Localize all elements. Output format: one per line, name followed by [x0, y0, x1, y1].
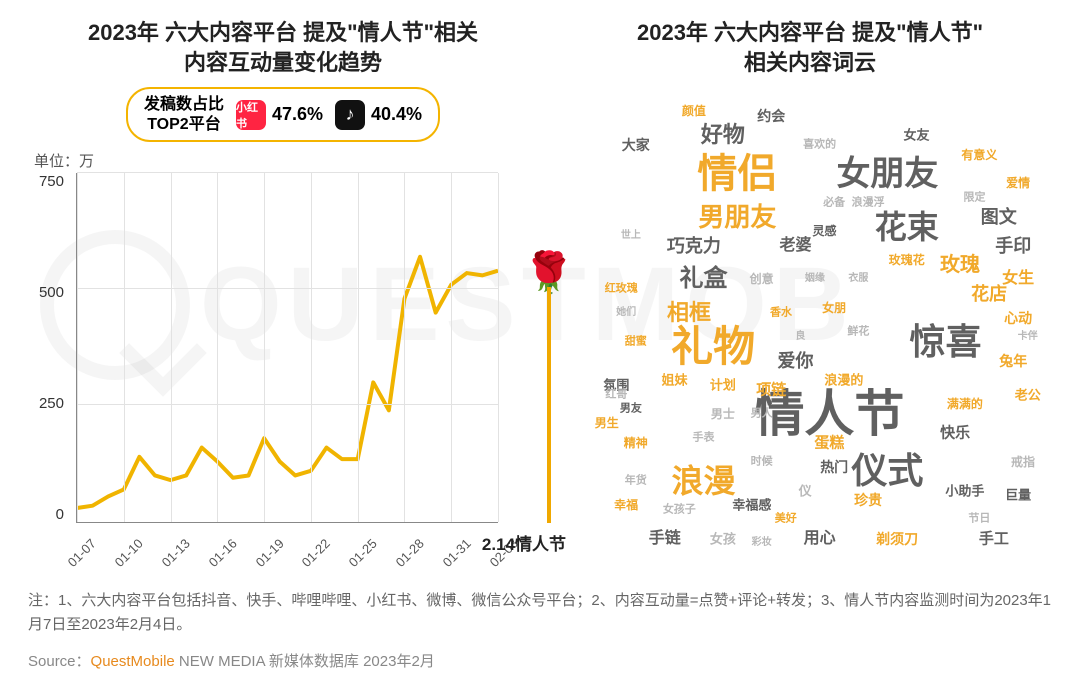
word: 约会: [757, 109, 785, 123]
word: 男人: [751, 408, 773, 419]
word: 好物: [701, 124, 745, 146]
word: 颜值: [682, 105, 706, 117]
word: 良: [795, 332, 805, 342]
word: 巨量: [1005, 489, 1031, 502]
word: 快乐: [940, 425, 970, 440]
word: 姻缘: [805, 274, 825, 284]
word: 大家: [622, 138, 650, 152]
word: 女朋友: [836, 157, 938, 191]
word: 女友: [903, 129, 929, 142]
word: 男友: [620, 403, 642, 414]
word: 仪式: [851, 453, 923, 489]
word: 衣服: [848, 274, 868, 284]
word: 珍贵: [854, 493, 882, 507]
word: 彩妆: [752, 538, 772, 548]
word: 浪漫的: [824, 374, 863, 387]
word: 蛋糕: [814, 435, 844, 450]
word: 年货: [625, 475, 647, 486]
word: 有意义: [961, 149, 997, 161]
douyin-icon: ♪: [335, 100, 365, 130]
pct-item-xhs: 小红书 47.6%: [236, 100, 323, 130]
word: 花束: [875, 211, 939, 243]
word: 项链: [756, 382, 786, 397]
word: 兔年: [999, 354, 1027, 368]
word: 世上: [621, 231, 641, 241]
word: 满满的: [947, 398, 983, 410]
word: 男士: [711, 408, 735, 420]
word: 香水: [770, 307, 792, 318]
word: 礼盒: [680, 267, 728, 291]
word: 男生: [595, 417, 619, 429]
source-line: Source：QuestMobile NEW MEDIA 新媒体数据库 2023…: [28, 650, 1052, 671]
word: 浪漫: [672, 465, 736, 497]
word: 幸福感: [732, 498, 771, 511]
line-chart: 7505002500 01-0701-1001-1301-1601-1901-2…: [28, 173, 538, 563]
word-cloud: 情人节礼物情侣女朋友惊喜花束仪式浪漫男朋友礼盒相框好物爱你玫瑰花店图文手印巧克力…: [568, 87, 1052, 567]
word: 老公: [1015, 388, 1041, 401]
footnotes: 注：1、六大内容平台包括抖音、快手、哔哩哔哩、小红书、微博、微信公众号平台；2、…: [28, 589, 1052, 636]
word: 剃须刀: [876, 532, 918, 546]
word: 姐妹: [661, 374, 687, 387]
word: 女生: [1002, 271, 1034, 287]
word: 鲜花: [847, 327, 869, 338]
word: 精神: [624, 437, 648, 449]
word: 时候: [751, 456, 773, 467]
word: 浪漫浮: [852, 197, 885, 208]
event-label: 2.14情人节: [482, 530, 566, 555]
right-title: 2023年 六大内容平台 提及"情人节" 相关内容词云: [568, 18, 1052, 77]
word: 女孩子: [663, 504, 696, 515]
word: 戒指: [1011, 456, 1035, 468]
word: 小助手: [945, 484, 984, 497]
word: 礼物: [671, 326, 755, 368]
word: 女孩: [710, 532, 736, 545]
word: 限定: [964, 192, 986, 203]
word: 相框: [667, 302, 711, 324]
word: 男朋友: [698, 204, 776, 230]
word: 仪: [799, 484, 812, 497]
word: 手表: [693, 432, 715, 443]
word: 甜蜜: [625, 336, 647, 347]
word: 玫瑰花: [889, 254, 925, 266]
word: 喜欢的: [803, 139, 836, 150]
left-title: 2023年 六大内容平台 提及"情人节"相关 内容互动量变化趋势: [28, 18, 538, 77]
word: 红哥: [605, 389, 627, 400]
word: 幸福: [614, 499, 638, 511]
word: 灵感: [813, 225, 837, 237]
y-unit-label: 单位：万: [34, 150, 538, 171]
word: 红玫瑰: [605, 283, 638, 294]
pct-item-douyin: ♪ 40.4%: [335, 100, 422, 130]
word: 巧克力: [667, 237, 721, 255]
word: 惊喜: [910, 324, 982, 360]
word: 情侣: [697, 154, 777, 194]
word: 必备: [823, 197, 845, 208]
word: 节日: [968, 514, 990, 525]
word: 美好: [775, 514, 797, 525]
word: 女朋: [822, 302, 846, 314]
right-panel: 2023年 六大内容平台 提及"情人节" 相关内容词云 情人节礼物情侣女朋友惊喜…: [568, 18, 1052, 567]
word: 手工: [979, 531, 1009, 546]
word: 老婆: [779, 238, 811, 254]
word: 手链: [649, 531, 681, 547]
word: 图文: [981, 208, 1017, 226]
word: 热门: [820, 460, 848, 474]
badge-lead: 发稿数占比 TOP2平台: [144, 95, 224, 133]
word: 卡伴: [1018, 332, 1038, 342]
word: 花店: [971, 285, 1007, 303]
word: 爱你: [777, 352, 813, 370]
word: 用心: [804, 531, 836, 547]
left-panel: 2023年 六大内容平台 提及"情人节"相关 内容互动量变化趋势 发稿数占比 T…: [28, 18, 538, 567]
word: 她们: [616, 308, 636, 318]
word: 创意: [750, 273, 774, 285]
word: 手印: [995, 237, 1031, 255]
word: 爱情: [1006, 177, 1030, 189]
word: 心动: [1004, 311, 1032, 325]
xiaohongshu-icon: 小红书: [236, 100, 266, 130]
word: 玫瑰: [940, 255, 980, 275]
top2-badge: 发稿数占比 TOP2平台 小红书 47.6% ♪ 40.4%: [126, 87, 440, 141]
word: 计划: [710, 378, 736, 391]
